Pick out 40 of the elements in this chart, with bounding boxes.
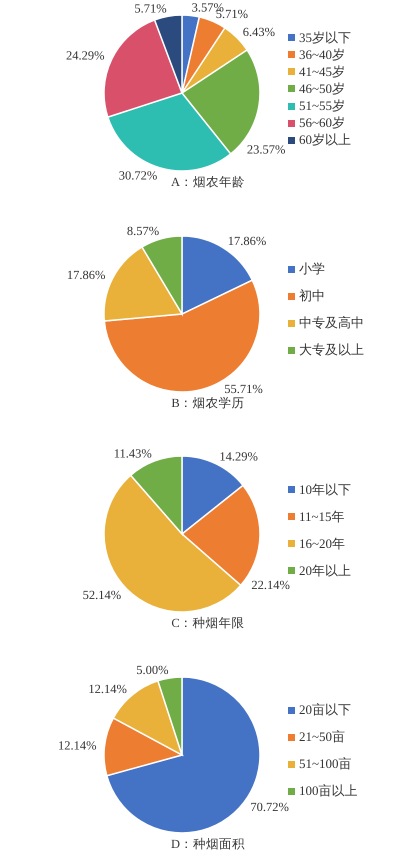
data-label: 17.86% [228, 234, 266, 248]
data-label: 52.14% [82, 588, 122, 602]
data-label: 8.57% [126, 224, 160, 238]
legend-label: 100亩以上 [299, 782, 358, 800]
legend-label: 51~100亩 [299, 755, 352, 773]
legend-label: 20亩以下 [299, 701, 351, 719]
legend-label: 小学 [299, 260, 325, 278]
data-label: 55.71% [224, 381, 263, 396]
data-label: 22.14% [251, 578, 290, 592]
data-label: 17.86% [66, 267, 106, 282]
data-label: 12.14% [58, 738, 97, 752]
legend-label: 21~50亩 [299, 728, 346, 746]
legend-label: 11~15年 [299, 508, 345, 526]
data-label: 6.43% [242, 25, 276, 40]
data-label: 5.71% [134, 1, 167, 16]
data-label: 12.14% [88, 681, 127, 696]
data-label: 70.72% [250, 800, 289, 814]
text: B：烟农学历 [171, 396, 245, 410]
legend-label: 中专及高中 [299, 314, 364, 332]
legend-label: 41~45岁 [299, 62, 346, 81]
legend-label: 大专及以上 [299, 341, 364, 359]
data-label: 30.72% [118, 168, 158, 182]
legend-label: 16~20年 [299, 534, 346, 552]
legend-label: 20年以上 [299, 562, 351, 580]
data-label: 23.57% [246, 142, 286, 156]
legend-label: 46~50岁 [299, 80, 346, 98]
legend-label: 56~60岁 [299, 114, 346, 132]
legend-label: 10年以下 [299, 480, 351, 498]
legend-label: 36~40岁 [299, 46, 346, 64]
legend-label: 60岁以上 [299, 131, 351, 150]
data-label: 5.00% [136, 662, 169, 677]
legend-label: 35岁以下 [299, 28, 351, 47]
text: A：烟农年龄 [170, 175, 246, 190]
data-label: 24.29% [66, 48, 105, 63]
data-label: 11.43% [114, 446, 152, 460]
legend-label: 初中 [299, 287, 325, 305]
text: C：种烟年限 [171, 616, 245, 631]
data-label: 14.29% [219, 450, 258, 464]
text: D：种烟面积 [170, 836, 246, 852]
legend-label: 51~55岁 [299, 97, 346, 116]
